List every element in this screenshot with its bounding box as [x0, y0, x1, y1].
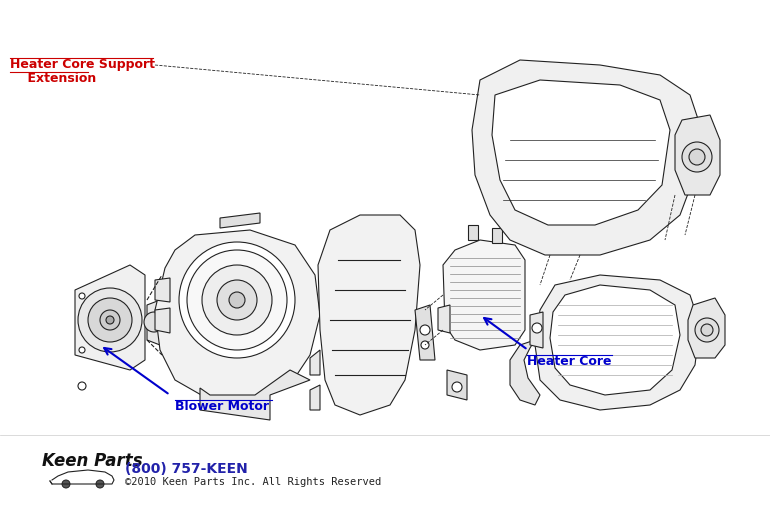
Circle shape	[229, 292, 245, 308]
Circle shape	[88, 298, 132, 342]
Text: Blower Motor: Blower Motor	[175, 400, 269, 413]
Circle shape	[79, 293, 85, 299]
Text: Heater Core: Heater Core	[527, 355, 611, 368]
Polygon shape	[688, 298, 725, 358]
Polygon shape	[318, 215, 420, 415]
Polygon shape	[155, 230, 320, 400]
Circle shape	[217, 280, 257, 320]
Text: Keen Parts: Keen Parts	[42, 452, 142, 470]
Polygon shape	[75, 265, 145, 370]
Circle shape	[187, 250, 287, 350]
Text: (800) 757-KEEN: (800) 757-KEEN	[125, 462, 248, 476]
Polygon shape	[675, 115, 720, 195]
Polygon shape	[310, 350, 320, 375]
Circle shape	[79, 347, 85, 353]
Polygon shape	[468, 225, 478, 240]
Text: Heater Core Support: Heater Core Support	[10, 58, 155, 71]
Polygon shape	[535, 275, 700, 410]
Polygon shape	[155, 308, 170, 333]
Polygon shape	[415, 305, 435, 360]
Polygon shape	[510, 340, 540, 405]
Text: Extension: Extension	[10, 72, 96, 85]
Polygon shape	[155, 278, 170, 302]
Circle shape	[62, 480, 70, 488]
Circle shape	[106, 316, 114, 324]
Polygon shape	[530, 312, 543, 348]
Polygon shape	[310, 385, 320, 410]
Circle shape	[701, 324, 713, 336]
Circle shape	[96, 480, 104, 488]
Circle shape	[420, 325, 430, 335]
Circle shape	[689, 149, 705, 165]
Circle shape	[202, 265, 272, 335]
Polygon shape	[472, 60, 700, 255]
Polygon shape	[492, 228, 502, 243]
Circle shape	[695, 318, 719, 342]
Circle shape	[179, 242, 295, 358]
Polygon shape	[438, 305, 450, 333]
Polygon shape	[492, 80, 670, 225]
Polygon shape	[147, 300, 160, 345]
Circle shape	[532, 323, 542, 333]
Polygon shape	[443, 240, 525, 350]
Circle shape	[78, 382, 86, 390]
Circle shape	[682, 142, 712, 172]
Polygon shape	[200, 370, 310, 420]
Polygon shape	[447, 370, 467, 400]
Polygon shape	[220, 213, 260, 228]
Circle shape	[78, 288, 142, 352]
Polygon shape	[550, 285, 680, 395]
Circle shape	[100, 310, 120, 330]
Circle shape	[421, 341, 429, 349]
Circle shape	[144, 312, 164, 332]
Circle shape	[452, 382, 462, 392]
Text: ©2010 Keen Parts Inc. All Rights Reserved: ©2010 Keen Parts Inc. All Rights Reserve…	[125, 477, 381, 487]
